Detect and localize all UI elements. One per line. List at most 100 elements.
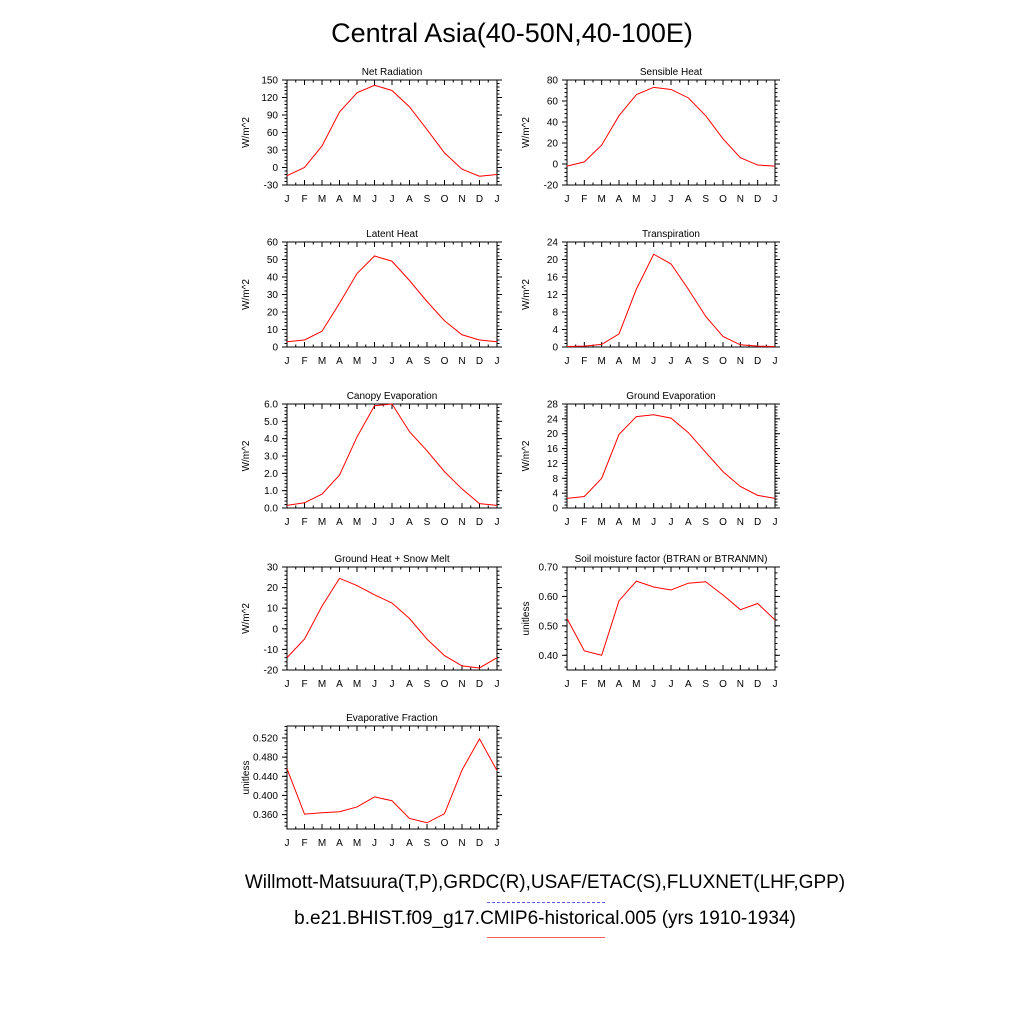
x-tick-label: S — [702, 517, 709, 528]
x-tick-label: M — [353, 679, 361, 690]
y-tick-label: 0.440 — [253, 772, 278, 783]
x-tick-label: F — [301, 679, 307, 690]
x-tick-label: J — [285, 194, 290, 205]
y-tick-label: 20 — [267, 583, 279, 594]
x-tick-label: M — [318, 679, 326, 690]
series-line — [566, 253, 776, 348]
x-tick-label: N — [737, 194, 744, 205]
chart-title: Latent Heat — [366, 229, 418, 240]
series-line — [286, 577, 498, 669]
y-tick-label: 2.0 — [264, 469, 278, 480]
x-tick-label: J — [285, 356, 290, 367]
x-tick-label: S — [424, 517, 431, 528]
y-axis-label: W/m^2 — [521, 279, 532, 310]
x-tick-label: N — [737, 517, 744, 528]
x-tick-label: M — [597, 356, 605, 367]
x-tick-label: M — [353, 517, 361, 528]
x-tick-label: M — [318, 194, 326, 205]
x-tick-label: J — [285, 517, 290, 528]
x-tick-label: O — [719, 356, 727, 367]
x-tick-label: M — [597, 517, 605, 528]
plot-frame — [566, 241, 776, 348]
x-tick-label: N — [458, 679, 465, 690]
y-tick-label: 0.60 — [539, 592, 559, 603]
x-tick-label: J — [390, 679, 395, 690]
x-tick-label: J — [773, 517, 778, 528]
x-tick-label: O — [441, 194, 449, 205]
x-tick-label: D — [754, 356, 761, 367]
y-tick-label: 120 — [261, 93, 278, 104]
x-tick-label: A — [616, 679, 623, 690]
x-tick-label: A — [336, 517, 343, 528]
series-line — [286, 737, 498, 824]
x-tick-label: N — [458, 838, 465, 849]
x-tick-label: A — [336, 194, 343, 205]
x-tick-label: A — [616, 356, 623, 367]
y-tick-label: 0 — [272, 624, 278, 635]
x-tick-label: N — [737, 356, 744, 367]
y-tick-label: 0.0 — [264, 504, 278, 515]
x-tick-label: D — [476, 838, 483, 849]
x-tick-label: J — [565, 356, 570, 367]
x-tick-label: M — [597, 679, 605, 690]
x-tick-label: M — [318, 517, 326, 528]
y-tick-label: 0.480 — [253, 753, 278, 764]
x-tick-label: N — [458, 517, 465, 528]
x-tick-label: M — [353, 194, 361, 205]
x-tick-label: A — [406, 838, 413, 849]
x-tick-label: O — [441, 356, 449, 367]
y-axis-label: unitless — [241, 761, 252, 795]
x-tick-label: M — [353, 838, 361, 849]
x-tick-label: J — [495, 517, 500, 528]
x-tick-label: M — [632, 679, 640, 690]
y-tick-label: 24 — [547, 414, 559, 425]
x-tick-label: J — [565, 194, 570, 205]
x-tick-label: D — [754, 517, 761, 528]
x-tick-label: M — [632, 194, 640, 205]
x-tick-label: J — [390, 356, 395, 367]
y-tick-label: 12 — [547, 459, 559, 470]
chart-title: Canopy Evaporation — [347, 391, 438, 402]
y-tick-label: 10 — [267, 325, 279, 336]
y-tick-label: 12 — [547, 290, 559, 301]
x-tick-label: J — [390, 838, 395, 849]
x-tick-label: J — [651, 356, 656, 367]
y-tick-label: 4 — [552, 489, 558, 500]
series-line — [286, 255, 498, 343]
y-tick-label: 30 — [267, 290, 279, 301]
y-tick-label: -20 — [544, 181, 559, 192]
y-tick-label: 4.0 — [264, 434, 278, 445]
y-tick-label: -20 — [264, 666, 279, 677]
chart-title: Ground Evaporation — [626, 391, 716, 402]
y-tick-label: 20 — [547, 139, 559, 150]
y-tick-label: 0 — [272, 163, 278, 174]
x-tick-label: J — [669, 194, 674, 205]
y-tick-label: 8 — [552, 474, 558, 485]
x-tick-label: J — [565, 679, 570, 690]
x-tick-label: F — [581, 356, 587, 367]
y-tick-label: 30 — [267, 563, 279, 574]
x-tick-label: N — [458, 194, 465, 205]
x-tick-label: A — [685, 517, 692, 528]
x-tick-label: M — [353, 356, 361, 367]
x-tick-label: S — [424, 194, 431, 205]
x-tick-label: D — [476, 679, 483, 690]
model-legend-line — [487, 937, 605, 938]
y-axis-label: W/m^2 — [241, 603, 252, 634]
x-tick-label: S — [702, 356, 709, 367]
page-title: Central Asia(40-50N,40-100E) — [331, 18, 693, 48]
y-tick-label: 150 — [261, 76, 278, 87]
y-tick-label: 0 — [272, 343, 278, 354]
x-tick-label: J — [372, 194, 377, 205]
y-tick-label: 50 — [267, 255, 279, 266]
series-line — [286, 403, 498, 506]
x-tick-label: J — [495, 356, 500, 367]
x-tick-label: F — [581, 517, 587, 528]
x-tick-label: A — [406, 517, 413, 528]
x-tick-label: O — [441, 838, 449, 849]
y-tick-label: 0 — [552, 343, 558, 354]
